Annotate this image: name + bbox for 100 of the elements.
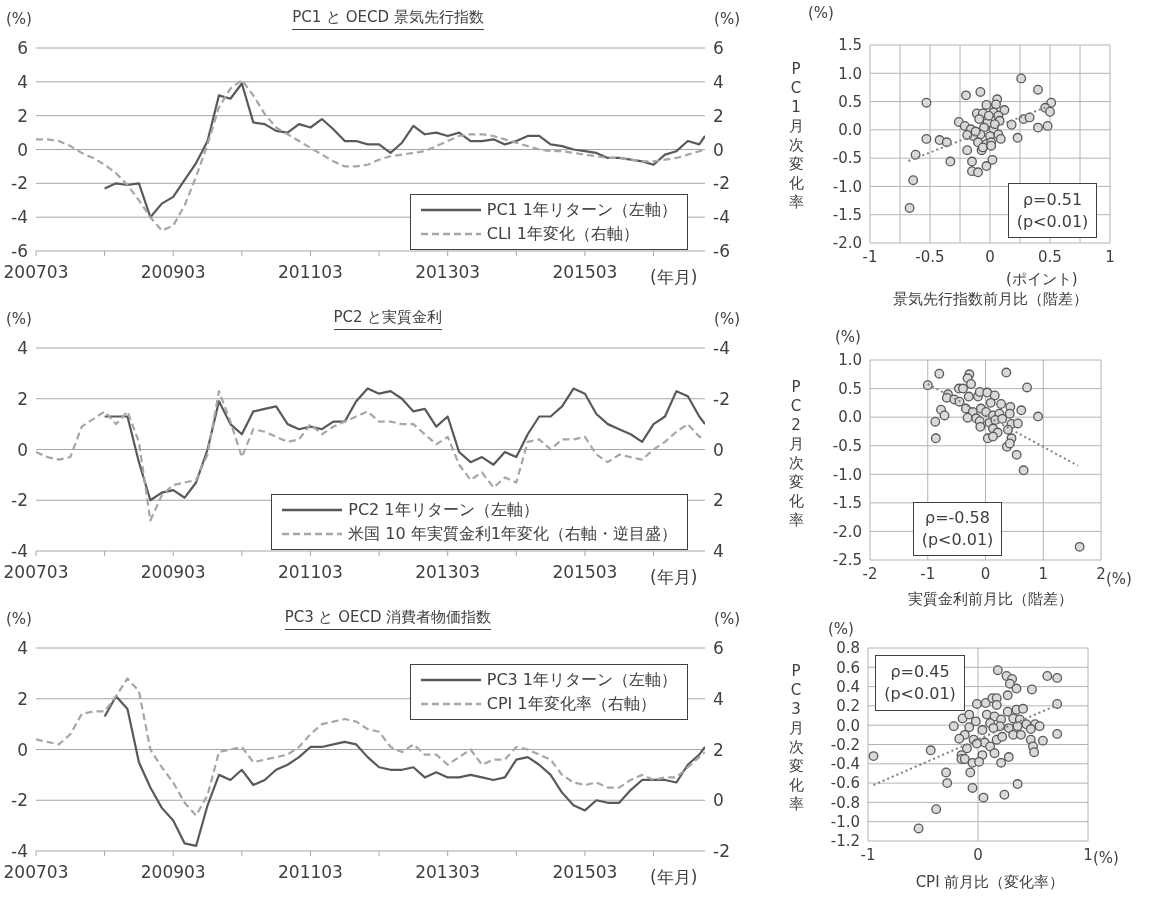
y2-tick-label: 4 — [713, 541, 724, 562]
y2-tick-label: 2 — [713, 105, 724, 126]
x-tick-label: 0 — [973, 845, 983, 864]
text: (%) — [808, 4, 834, 22]
x-tick-label: 201103 — [278, 562, 343, 583]
y-tick-label: 6 — [17, 38, 28, 59]
y-axis-title: (%) — [6, 310, 32, 328]
y2-tick-label: -6 — [713, 241, 730, 262]
y2-tick-label: 6 — [713, 38, 724, 59]
y-tick-label: -0.4 — [830, 755, 860, 774]
y2-tick-label: 4 — [713, 688, 724, 709]
text-box: ρ=-0.58 (p<0.01) — [913, 502, 1002, 556]
y2-axis-title: (%) — [714, 610, 740, 628]
y-axis-title: (%) — [6, 10, 32, 28]
x-axis-title: (年月) — [650, 566, 698, 589]
x-tick-label: 200703 — [3, 262, 69, 283]
annotation: (p<0.01) — [884, 683, 956, 705]
text: (%) — [1093, 849, 1119, 867]
annotation: ρ=0.45 — [890, 661, 950, 683]
y-tick-label: -2 — [11, 490, 28, 511]
y-tick-label: 0.5 — [838, 379, 862, 398]
x-axis-title: (年月) — [650, 866, 698, 889]
x-tick-label: -1 — [920, 564, 936, 583]
legend-label: PC2 1年リターン（左軸） — [348, 499, 539, 521]
y-tick-label: -1.5 — [832, 206, 862, 225]
y-tick-label: -0.5 — [832, 437, 862, 456]
y-tick-label: -1.0 — [832, 465, 862, 484]
text: (%) — [828, 620, 854, 638]
x-axis-title: (年月) — [650, 266, 698, 289]
y-tick-label: 4 — [17, 338, 28, 359]
y-tick-label: 1.5 — [838, 36, 862, 55]
text: (%) — [835, 328, 861, 346]
x-tick-label: 201303 — [415, 862, 481, 883]
y-tick-label: -4 — [11, 207, 28, 228]
legend-label: CLI 1年変化（右軸） — [486, 223, 639, 245]
x-tick-label: 200703 — [3, 862, 69, 883]
y-axis-title: PC1月次変化率 — [787, 60, 805, 212]
y-tick-label: -6 — [11, 241, 28, 262]
y-tick-label: 2 — [17, 688, 28, 709]
x-tick-label: -1 — [860, 845, 876, 864]
text-box: ρ=0.45 (p<0.01) — [875, 655, 965, 711]
x-tick-label: 201303 — [415, 562, 481, 583]
x-tick-label: 1 — [1083, 845, 1093, 864]
text-box: ρ=0.51 (p<0.01) — [1008, 183, 1097, 238]
y-tick-label: 1.0 — [838, 351, 862, 370]
x-axis-title: 実質金利前月比（階差） — [906, 590, 1074, 609]
text: (%) — [1106, 570, 1132, 588]
y-tick-label: -1.0 — [832, 177, 862, 196]
y2-tick-label: 0 — [713, 439, 724, 460]
y-tick-label: -0.5 — [832, 149, 862, 168]
x-tick-label: 0 — [985, 247, 995, 266]
annotation: ρ=-0.58 — [925, 507, 990, 529]
y2-tick-label: -2 — [713, 388, 730, 409]
y-tick-label: -0.2 — [830, 735, 860, 754]
x-tick-label: 200903 — [140, 862, 206, 883]
chart-title: PC3 と OECD 消費者物価指数 — [284, 608, 492, 630]
y2-tick-label: 2 — [713, 490, 724, 511]
y-tick-label: 0.0 — [836, 716, 860, 735]
x-tick-label: 2 — [1096, 564, 1106, 583]
y-tick-label: -2.0 — [832, 522, 862, 541]
y-tick-label: 2 — [17, 105, 28, 126]
y-tick-label: 4 — [17, 71, 28, 92]
y2-tick-label: 0 — [713, 790, 724, 811]
y-tick-label: 0 — [17, 439, 28, 460]
y-tick-label: 0 — [17, 139, 28, 160]
y-axis-title: (%) — [6, 610, 32, 628]
annotation: ρ=0.51 — [1022, 188, 1083, 211]
y-tick-label: 4 — [17, 638, 28, 659]
y-tick-label: 0.5 — [838, 92, 862, 111]
x-tick-label: -2 — [862, 564, 878, 583]
x-tick-label: 200903 — [140, 562, 206, 583]
annotation: (p<0.01) — [1016, 210, 1089, 233]
y-tick-label: -1.0 — [830, 813, 860, 832]
y-axis-title: PC2月次変化率 — [787, 378, 805, 530]
x-tick-label: 1 — [1105, 247, 1115, 266]
chart-title: PC2 と実質金利 — [333, 308, 443, 330]
y-axis-title: PC3月次変化率 — [787, 662, 805, 814]
y2-tick-label: -4 — [713, 207, 730, 228]
x-tick-label: 0.5 — [1038, 247, 1062, 266]
y-tick-label: -1.5 — [832, 494, 862, 513]
y2-tick-label: 0 — [713, 139, 724, 160]
y-tick-label: -2.0 — [832, 234, 862, 253]
y-tick-label: 0.0 — [838, 408, 862, 427]
x-axis-title: CPI 前月比（変化率） — [914, 873, 1066, 892]
y2-axis-title: (%) — [714, 10, 740, 28]
y2-tick-label: 2 — [713, 739, 724, 760]
y-tick-label: -2 — [11, 173, 28, 194]
y-tick-label: 1.0 — [838, 64, 862, 83]
x-tick-label: 200703 — [3, 562, 69, 583]
legend-label: 米国 10 年実質金利1年変化（右軸・逆目盛） — [348, 523, 677, 545]
legend-label: CPI 1年変化率（右軸） — [486, 693, 656, 715]
legend-label: PC3 1年リターン（左軸） — [486, 669, 677, 691]
chart-title: PC1 と OECD 景気先行指数 — [292, 8, 484, 30]
y-tick-label: 0.0 — [838, 121, 862, 140]
x-tick-label: -1 — [862, 247, 878, 266]
y2-tick-label: -2 — [713, 173, 730, 194]
y2-axis-title: (%) — [714, 310, 740, 328]
y-tick-label: -0.6 — [830, 774, 860, 793]
x-tick-label: 200903 — [140, 262, 206, 283]
y-tick-label: -1.2 — [830, 832, 860, 851]
